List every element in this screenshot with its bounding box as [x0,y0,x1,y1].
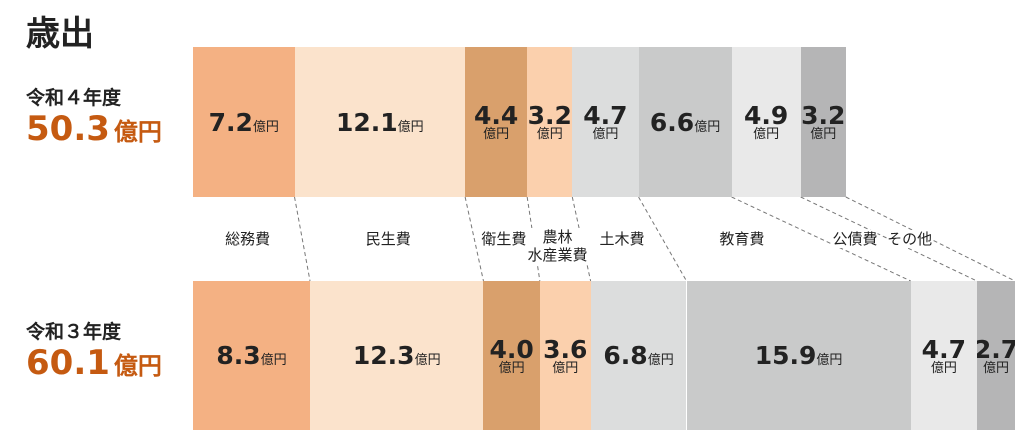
value-label: 12.3 [353,341,415,370]
value-unit: 億円 [483,128,509,141]
value-unit: 億円 [753,128,779,141]
value-label: 2.7 [977,337,1015,362]
value-label: 7.2 [209,108,253,137]
value-unit: 億円 [537,128,563,141]
category-label: 農林 水産業費 [527,228,587,264]
value-unit: 億円 [415,349,441,368]
total-unit: 億円 [114,352,162,380]
value-label: 4.7 [922,337,966,362]
category-label: 衛生費 [481,230,526,248]
value-label: 6.8 [603,341,647,370]
value-unit: 億円 [592,128,618,141]
value-label: 8.3 [216,341,260,370]
value-label: 3.2 [528,103,572,128]
category-label: 民生費 [366,230,411,248]
connector [295,197,311,281]
value-label: 12.1 [336,108,398,137]
value-unit: 億円 [983,362,1009,375]
value-unit: 億円 [810,128,836,141]
value-unit: 億円 [648,349,674,368]
value-unit: 億円 [398,116,424,135]
category-label: 公債費 [832,230,877,248]
value-label: 4.0 [490,337,534,362]
value-unit: 億円 [253,116,279,135]
category-label: 土木費 [599,230,644,248]
category-label: 教育費 [719,230,764,248]
year-label: 令和４年度 [26,83,121,110]
value-label: 4.9 [744,103,788,128]
total-unit: 億円 [114,118,162,146]
category-label: その他 [887,230,932,248]
value-unit: 億円 [816,349,842,368]
value-label: 6.6 [650,108,694,137]
value-label: 3.2 [801,103,845,128]
value-unit: 億円 [261,349,287,368]
total-value: 50.3 [26,109,110,149]
total-value: 60.1 [26,343,110,383]
infographic: 歳出 令和４年度50.3億円7.2億円12.1億円4.4億円3.2億円4.7億円… [0,0,1017,430]
title: 歳出 [26,6,94,55]
connector [639,197,687,281]
value-unit: 億円 [499,362,525,375]
value-unit: 億円 [694,116,720,135]
value-unit: 億円 [552,362,578,375]
year-label: 令和３年度 [26,317,121,344]
value-label: 4.4 [474,103,518,128]
value-label: 3.6 [543,337,587,362]
value-label: 4.7 [583,103,627,128]
value-label: 15.9 [755,341,817,370]
value-unit: 億円 [931,362,957,375]
category-label: 総務費 [225,230,270,248]
